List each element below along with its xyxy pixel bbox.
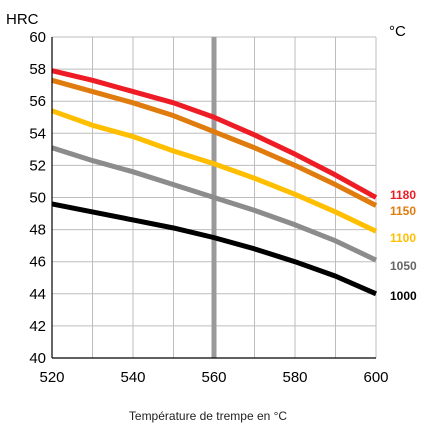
- y-tick-labels: 40 42 44 46 48 50 52 54 56 58 60: [29, 29, 46, 367]
- series-line-1000: [51, 201, 377, 297]
- series-labels: 1180 1150 1100 1050 1000: [390, 188, 417, 303]
- series-unit-label: °C: [389, 23, 406, 40]
- x-tick-label: 520: [39, 369, 64, 386]
- series-label-1000: 1000: [390, 289, 417, 303]
- y-tick-label: 58: [29, 61, 46, 78]
- series-line-1100: [51, 108, 378, 234]
- x-tick-label: 600: [363, 369, 388, 386]
- y-tick-label: 40: [29, 350, 46, 367]
- y-tick-label: 46: [29, 254, 46, 271]
- y-tick-label: 44: [29, 286, 46, 303]
- series-line-1180: [51, 68, 378, 200]
- series-lines: [51, 68, 378, 297]
- series-label-1100: 1100: [390, 231, 416, 245]
- x-axis-label: Température de trempe en °C: [129, 409, 288, 423]
- x-tick-label: 580: [282, 369, 307, 386]
- x-tick-labels: 520 540 560 580 600: [39, 369, 388, 386]
- y-tick-label: 48: [29, 222, 46, 239]
- series-label-1180: 1180: [390, 188, 416, 202]
- y-tick-label: 52: [29, 157, 46, 174]
- x-tick-label: 540: [120, 369, 145, 386]
- y-axis-label: HRC: [6, 11, 39, 28]
- series-label-1050: 1050: [390, 259, 417, 273]
- y-tick-label: 60: [29, 29, 46, 46]
- x-tick-label: 560: [201, 369, 226, 386]
- axes: [51, 37, 376, 359]
- series-line-1050: [51, 145, 378, 263]
- y-tick-label: 54: [29, 125, 46, 142]
- y-tick-label: 50: [29, 190, 46, 207]
- series-line-1150: [51, 77, 378, 208]
- series-label-1150: 1150: [390, 204, 416, 218]
- y-tick-label: 42: [29, 318, 46, 335]
- y-tick-label: 56: [29, 93, 46, 110]
